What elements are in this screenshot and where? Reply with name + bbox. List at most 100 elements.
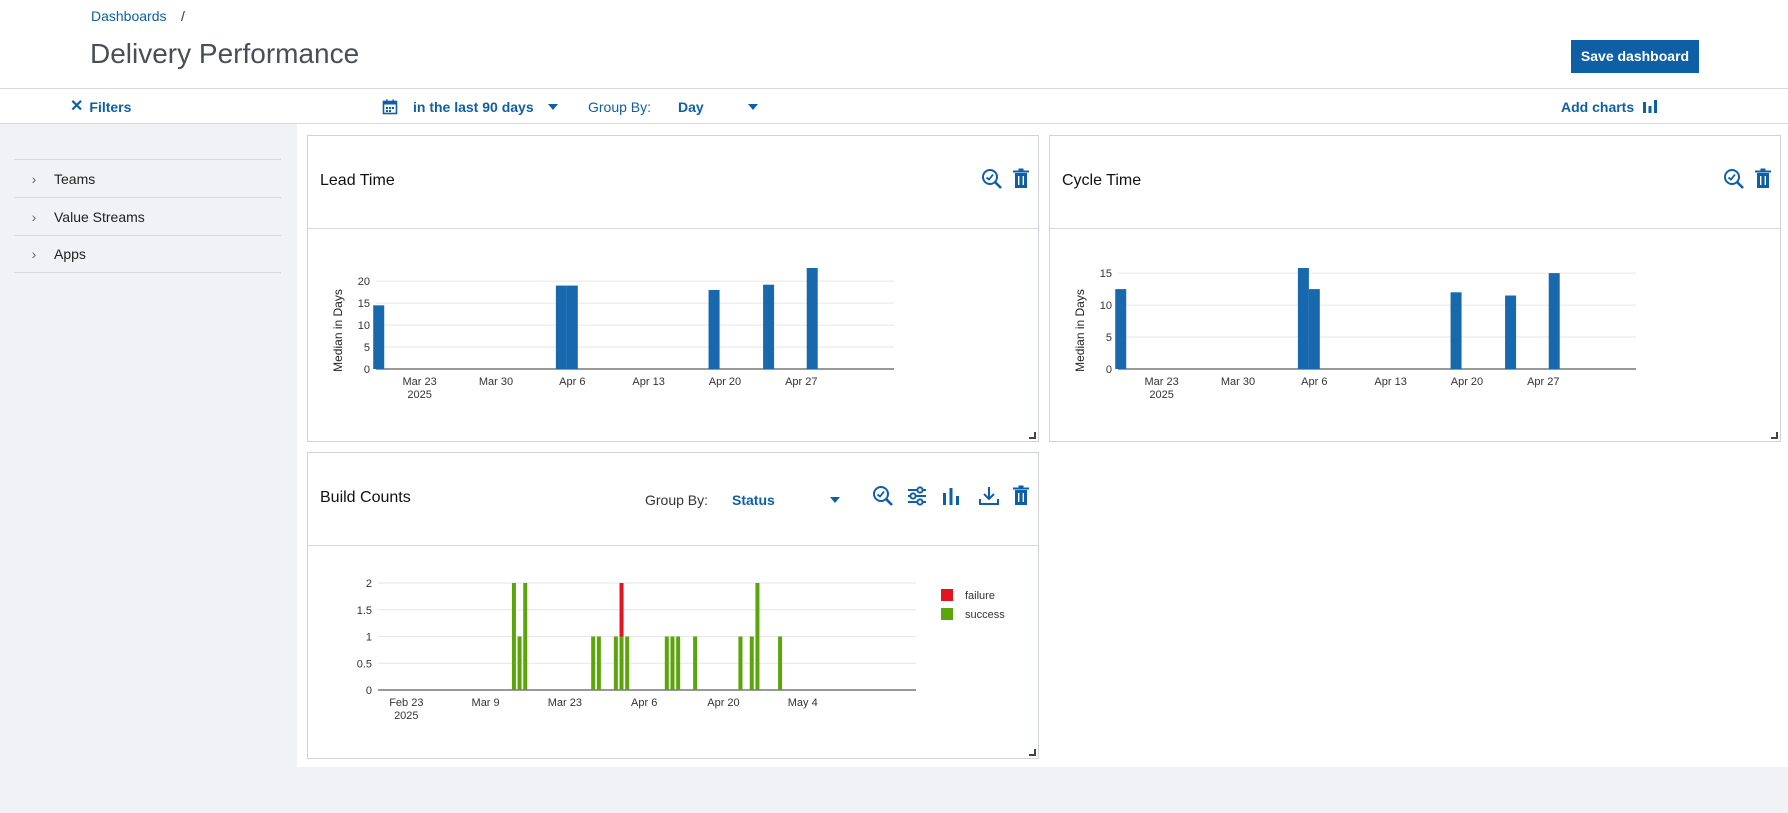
panel-header: Lead Time xyxy=(308,136,1038,229)
x-tick-label: Apr 20 xyxy=(1451,376,1483,388)
bar-success xyxy=(693,636,698,690)
bar-success xyxy=(749,636,754,690)
bar xyxy=(763,284,775,369)
chevron-right-icon: › xyxy=(31,208,37,225)
bar xyxy=(708,289,720,369)
lead-time-panel: Lead Time 0 5 10 15 20 Mar 23 2025 Mar 30 Apr 6 A… xyxy=(307,135,1039,442)
x-tick-label: Apr 27 xyxy=(1527,376,1559,388)
page-title: Delivery Performance xyxy=(90,38,360,69)
x-tick-label: Apr 20 xyxy=(707,697,739,709)
x-tick-label: Mar 30 xyxy=(479,376,513,388)
x-tick-year-label: 2025 xyxy=(1149,389,1173,401)
resize-handle[interactable] xyxy=(1029,432,1036,439)
group-by-label: Group By: xyxy=(588,98,652,115)
bar-success xyxy=(778,636,783,690)
y-tick-label: 15 xyxy=(358,298,370,310)
add-charts-button[interactable]: Add charts xyxy=(1561,89,1658,124)
zoom-icon[interactable] xyxy=(981,168,1003,190)
bar-success xyxy=(591,636,596,690)
zoom-icon[interactable] xyxy=(872,485,894,507)
status-group-select[interactable]: Status xyxy=(732,492,840,508)
y-tick-label: 0.5 xyxy=(357,658,372,670)
sidebar-item-teams[interactable]: › Teams xyxy=(14,159,281,197)
x-tick-label: Mar 23 xyxy=(548,697,582,709)
bar xyxy=(806,268,818,369)
y-tick-label: 15 xyxy=(1100,268,1112,280)
download-icon[interactable] xyxy=(978,485,1000,507)
group-by-label: Group By: xyxy=(645,492,709,508)
panel-title: Lead Time xyxy=(320,172,395,189)
breadcrumb-separator: / xyxy=(181,8,185,24)
resize-handle[interactable] xyxy=(1029,749,1036,756)
x-tick-year-label: 2025 xyxy=(407,389,431,401)
panel-title: Cycle Time xyxy=(1062,172,1142,189)
y-tick-label: 1 xyxy=(366,632,372,644)
x-tick-label: Apr 6 xyxy=(631,697,657,709)
x-tick-label: Mar 23 xyxy=(402,376,436,388)
close-icon: ✕ xyxy=(70,97,84,115)
x-tick-label: Apr 20 xyxy=(709,376,741,388)
save-dashboard-button[interactable]: Save dashboard xyxy=(1571,40,1699,73)
y-tick-label: 2 xyxy=(366,578,372,590)
x-tick-label: May 4 xyxy=(788,697,818,709)
x-tick-label: Mar 23 xyxy=(1144,376,1178,388)
y-tick-label: 0 xyxy=(366,685,372,697)
resize-handle[interactable] xyxy=(1771,432,1778,439)
group-by-select[interactable]: Day xyxy=(678,89,758,124)
bar-success xyxy=(670,636,675,690)
settings-sliders-icon[interactable] xyxy=(906,485,928,507)
filters-toggle[interactable]: ✕ Filters xyxy=(70,89,131,124)
cycle-time-panel: Cycle Time 0 5 10 15 Mar 23 2025 Mar 30 Apr 6 Ap… xyxy=(1049,135,1781,442)
y-tick-label: 10 xyxy=(1100,300,1112,312)
trash-icon[interactable] xyxy=(1010,485,1032,507)
y-tick-label: 0 xyxy=(364,364,370,376)
sidebar-item-value-streams[interactable]: › Value Streams xyxy=(14,197,281,235)
bar-success xyxy=(511,583,516,690)
sidebar-item-label: Teams xyxy=(54,170,96,187)
x-tick-label: Feb 23 xyxy=(389,697,423,709)
y-tick-label: 5 xyxy=(1106,332,1112,344)
sidebar-item-label: Apps xyxy=(54,246,86,262)
y-axis-label: Median in Days xyxy=(331,289,345,372)
chevron-right-icon: › xyxy=(31,170,37,187)
y-axis-label: Median in Days xyxy=(1073,289,1087,372)
bar-success xyxy=(613,636,618,690)
add-charts-label: Add charts xyxy=(1561,98,1635,115)
y-tick-label: 1.5 xyxy=(357,605,372,617)
bar-success xyxy=(517,636,522,690)
sidebar-item-apps[interactable]: › Apps xyxy=(14,235,281,273)
date-range-select[interactable]: in the last 90 days xyxy=(382,89,558,124)
bar-success xyxy=(738,636,743,690)
zoom-icon[interactable] xyxy=(1723,168,1745,190)
trash-icon[interactable] xyxy=(1010,168,1032,190)
chevron-down-icon xyxy=(748,103,758,110)
bar-success xyxy=(664,636,669,690)
sidebar-item-label: Value Streams xyxy=(54,208,145,225)
x-tick-label: Mar 9 xyxy=(472,697,500,709)
bar xyxy=(373,305,385,369)
bar xyxy=(1115,289,1127,369)
bar-success xyxy=(619,636,624,690)
bar xyxy=(1505,295,1517,369)
bar xyxy=(1297,268,1309,369)
bar-failure xyxy=(619,583,624,637)
x-tick-label: Apr 6 xyxy=(1301,376,1327,388)
y-tick-label: 5 xyxy=(364,342,370,354)
y-tick-label: 20 xyxy=(358,276,370,288)
bar-chart-icon[interactable] xyxy=(940,485,962,507)
breadcrumb-dashboards[interactable]: Dashboards xyxy=(91,8,167,24)
bar-success xyxy=(523,583,528,690)
group-by-value: Status xyxy=(732,492,775,508)
bar-chart-icon xyxy=(1643,99,1658,113)
calendar-icon xyxy=(382,99,398,114)
legend-swatch-success xyxy=(941,608,953,620)
x-tick-label: Apr 27 xyxy=(785,376,817,388)
x-tick-label: Mar 30 xyxy=(1221,376,1255,388)
bar xyxy=(1308,289,1320,369)
chevron-down-icon xyxy=(830,497,840,503)
x-tick-label: Apr 6 xyxy=(559,376,585,388)
trash-icon[interactable] xyxy=(1752,168,1774,190)
date-range-value: in the last 90 days xyxy=(413,98,534,115)
